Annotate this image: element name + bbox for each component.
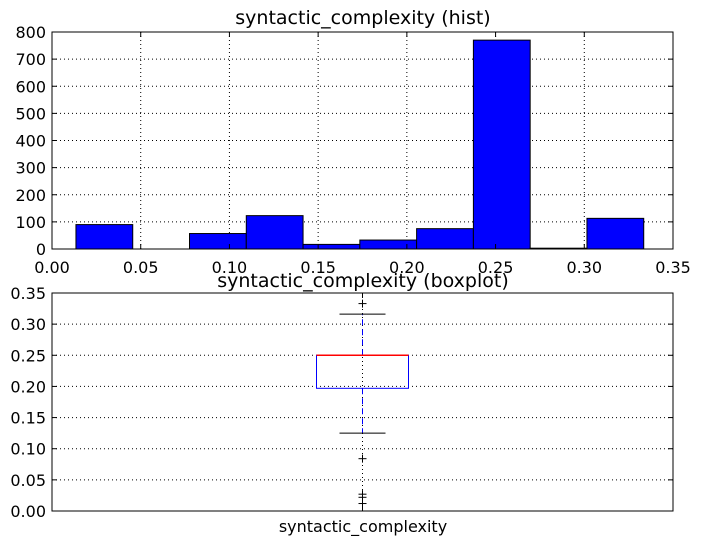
hist-ytick-label: 500 (15, 104, 46, 123)
hist-bar (75, 224, 134, 250)
hist-xtick-label: 0.30 (566, 258, 602, 277)
hist-xtick-label: 0.00 (34, 258, 70, 277)
boxplot-ytick-label: 0.35 (10, 284, 46, 303)
boxplot-panel: syntactic_complexity (boxplot) 0.000.050… (10, 270, 674, 537)
hist-bar (586, 217, 645, 250)
boxplot-ticks: 0.00 0.05 0.10 0.15 0.20 0.25 0.30 0.35 (10, 284, 673, 521)
hist-bar (472, 39, 531, 250)
hist-xtick-label: 0.15 (300, 258, 336, 277)
hist-bar (302, 243, 361, 250)
hist-ytick-label: 600 (15, 77, 46, 96)
hist-xtick-label: 0.05 (123, 258, 159, 277)
hist-ytick-label: 100 (15, 213, 46, 232)
histogram-panel: syntactic_complexity (hist) 0.00 0.05 0.10… (15, 7, 690, 277)
boxplot-box (316, 354, 409, 389)
hist-grid (52, 32, 673, 249)
hist-axes-frame (51, 31, 674, 250)
hist-ytick-label: 400 (15, 132, 46, 151)
hist-ytick-label: 0 (36, 240, 46, 259)
hist-ticks: 0.00 0.05 0.10 0.15 0.20 0.25 0.30 0.35 0 100 200 3… (15, 23, 690, 277)
boxplot-ytick-label: 0.05 (10, 471, 46, 490)
hist-xtick-label: 0.35 (655, 258, 691, 277)
hist-bar (189, 233, 247, 250)
boxplot-ytick-label: 0.00 (10, 502, 46, 521)
boxplot-marks (316, 299, 409, 508)
hist-ytick-label: 800 (15, 23, 46, 42)
boxplot-title: syntactic_complexity (boxplot) (217, 270, 509, 292)
boxplot-ytick-label: 0.15 (10, 409, 46, 428)
boxplot-ytick-label: 0.25 (10, 346, 46, 365)
hist-xtick-label: 0.20 (389, 258, 425, 277)
hist-bar (245, 215, 304, 250)
hist-bars (75, 39, 645, 250)
hist-xtick-label: 0.10 (212, 258, 248, 277)
boxplot-ytick-label: 0.10 (10, 440, 46, 459)
hist-xtick-label: 0.25 (478, 258, 514, 277)
hist-bar (359, 239, 418, 250)
hist-ytick-label: 200 (15, 186, 46, 205)
boxplot-ytick-label: 0.20 (10, 377, 46, 396)
boxplot-category-label: syntactic_complexity (279, 517, 447, 537)
hist-title: syntactic_complexity (hist) (235, 7, 490, 29)
hist-ytick-label: 700 (15, 50, 46, 69)
boxplot-ytick-label: 0.30 (10, 315, 46, 334)
hist-bar (416, 228, 474, 250)
hist-ytick-label: 300 (15, 159, 46, 178)
